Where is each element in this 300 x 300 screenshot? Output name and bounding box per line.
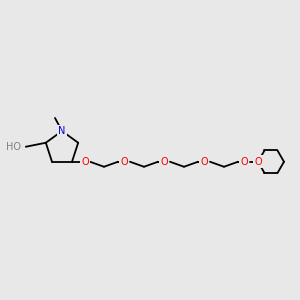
Text: O: O — [120, 157, 128, 167]
Text: O: O — [160, 157, 168, 167]
Text: HO: HO — [6, 142, 21, 152]
Text: O: O — [240, 157, 248, 167]
Text: N: N — [58, 126, 66, 136]
Text: O: O — [254, 157, 262, 167]
Text: O: O — [200, 157, 208, 167]
Text: O: O — [81, 157, 89, 167]
